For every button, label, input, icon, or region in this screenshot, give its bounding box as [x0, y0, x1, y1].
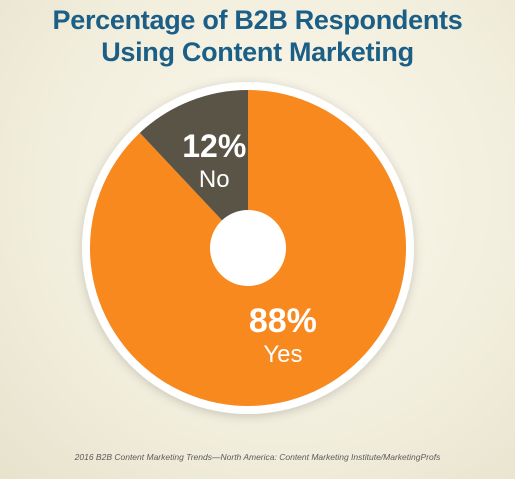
chart-title-line-1: Percentage of B2B Respondents: [52, 5, 463, 35]
chart-source-note: 2016 B2B Content Marketing Trends—North …: [74, 452, 441, 462]
chart-title-line-2: Using Content Marketing: [101, 37, 414, 67]
chart-title: Percentage of B2B Respondents Using Cont…: [0, 4, 515, 68]
slice-value-label-yes: 88%: [249, 302, 317, 340]
slice-category-label-no: No: [199, 166, 230, 193]
slice-value-label-no: 12%: [182, 128, 246, 164]
donut-center-hole: [210, 210, 286, 286]
slice-category-label-yes: Yes: [263, 341, 302, 368]
pie-slice-no: [139, 90, 248, 248]
